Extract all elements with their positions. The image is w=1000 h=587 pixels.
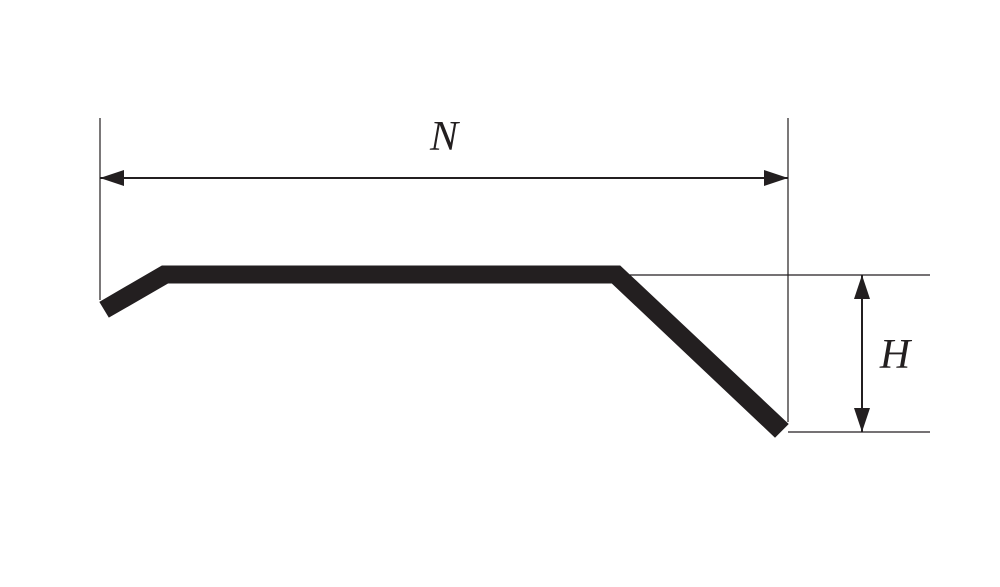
- profile-diagram: NH: [0, 0, 1000, 587]
- dimension-label-N: N: [429, 114, 460, 160]
- dimension-label-H: H: [879, 332, 913, 378]
